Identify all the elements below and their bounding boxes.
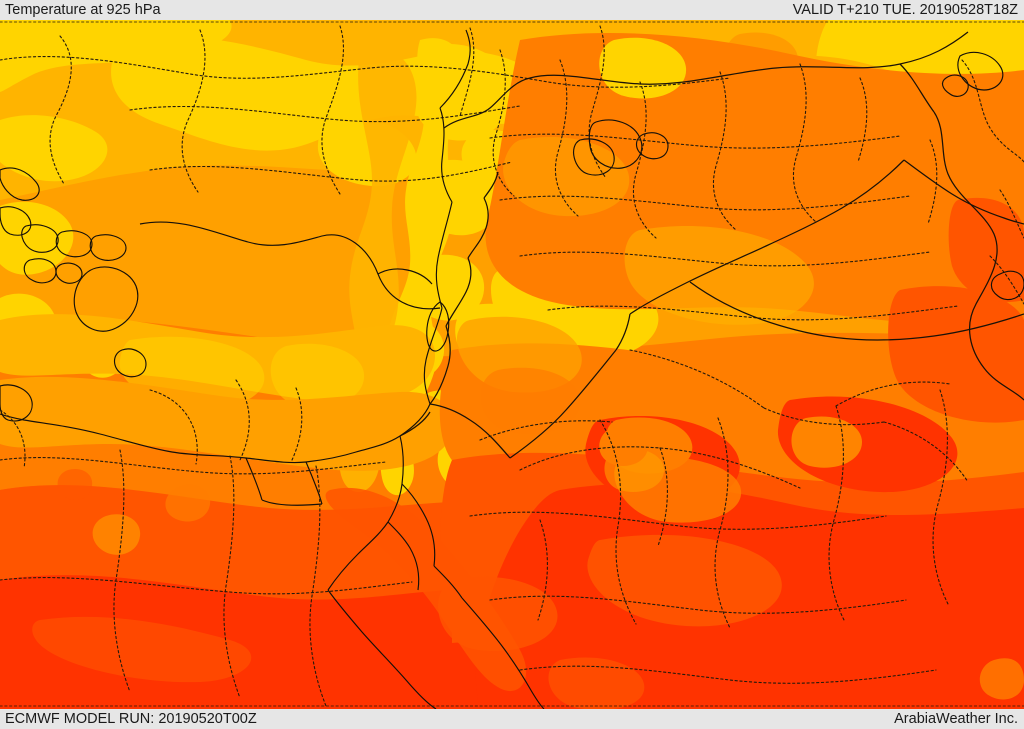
temperature-field bbox=[0, 20, 1024, 709]
map-frame bbox=[0, 21, 1024, 707]
valid-time-label: VALID T+210 TUE. 20190528T18Z bbox=[792, 2, 1018, 18]
map-title: Temperature at 925 hPa bbox=[5, 2, 161, 18]
geographic-borders bbox=[0, 25, 1024, 709]
temperature-bands bbox=[0, 20, 1024, 709]
model-run-label: ECMWF MODEL RUN: 20190520T00Z bbox=[5, 711, 257, 727]
header-bar: Temperature at 925 hPa VALID T+210 TUE. … bbox=[0, 0, 1024, 20]
attribution-label: ArabiaWeather Inc. bbox=[894, 711, 1018, 727]
temperature-map bbox=[0, 20, 1024, 709]
footer-bar: ECMWF MODEL RUN: 20190520T00Z ArabiaWeat… bbox=[0, 709, 1024, 729]
